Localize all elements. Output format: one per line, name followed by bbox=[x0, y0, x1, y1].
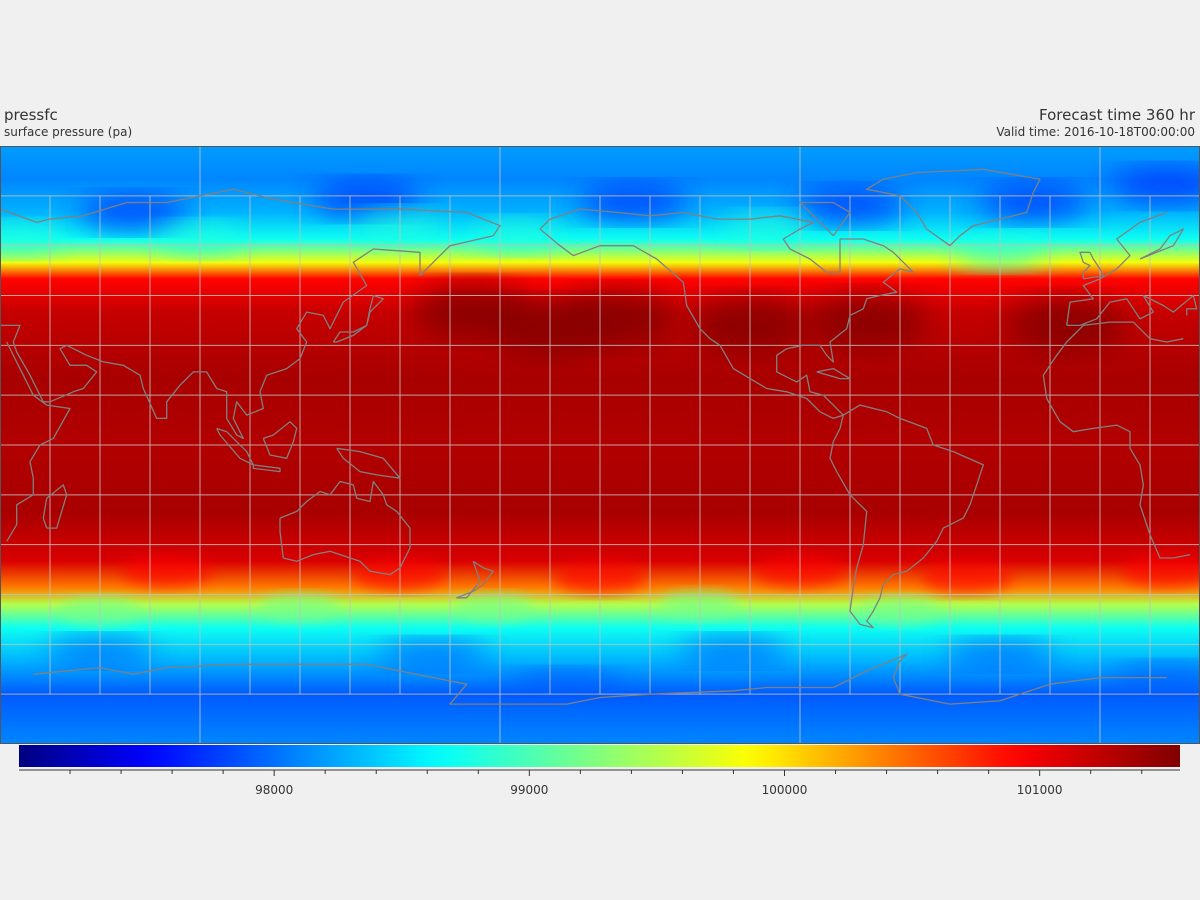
coastline-samerica bbox=[829, 404, 984, 629]
variable-name: pressfc bbox=[4, 106, 58, 124]
coastline-scandinavia_gap bbox=[1139, 228, 1184, 260]
colorbar: 98000 99000 100000 101000 bbox=[19, 745, 1180, 797]
valid-time: Valid time: 2016-10-18T00:00:00 bbox=[996, 125, 1195, 139]
coastline-antarctica bbox=[500, 653, 1167, 705]
pressure-anomaly bbox=[78, 194, 189, 231]
coastline-cuba bbox=[816, 367, 851, 380]
coastline-namerica bbox=[539, 208, 914, 420]
pressure-anomaly bbox=[511, 670, 622, 699]
colorbar-tick-label: 100000 bbox=[762, 783, 808, 797]
coastline-africa bbox=[1042, 321, 1184, 376]
colorbar-tick-label: 101000 bbox=[1017, 783, 1063, 797]
coastline-eurasia bbox=[1066, 211, 1167, 326]
coastline-africa bbox=[6, 341, 71, 542]
colorbar-tick-label: 99000 bbox=[510, 783, 548, 797]
variable-description: surface pressure (pa) bbox=[4, 125, 133, 139]
coastline-africa bbox=[1042, 375, 1191, 559]
pressure-anomaly bbox=[978, 184, 1089, 221]
pressure-anomaly bbox=[1111, 167, 1200, 204]
title-left: pressfc surface pressure (pa) bbox=[4, 106, 132, 140]
pressure-anomaly bbox=[471, 219, 562, 252]
colorbar-tick-label: 98000 bbox=[255, 783, 293, 797]
pressure-anomaly bbox=[1121, 555, 1200, 588]
coastline-australia bbox=[279, 480, 411, 576]
coastline-baffin bbox=[799, 201, 851, 237]
pressure-anomaly bbox=[678, 636, 789, 665]
coastline-newguinea bbox=[336, 447, 401, 479]
coastline-britain bbox=[1079, 251, 1104, 280]
coastline-antarctica bbox=[33, 663, 500, 705]
title-right: Forecast time 360 hr Valid time: 2016-10… bbox=[996, 106, 1195, 140]
pressure-anomaly bbox=[0, 223, 62, 256]
pressure-anomaly bbox=[578, 184, 689, 221]
coastlines bbox=[0, 168, 1198, 705]
pressure-anomalies bbox=[0, 167, 1200, 699]
pressure-map[interactable] bbox=[0, 146, 1200, 744]
coastline-greenland bbox=[866, 168, 1041, 247]
coastline-nz bbox=[456, 560, 494, 599]
pressure-anomaly bbox=[1006, 297, 1127, 354]
colorbar-ticks: 98000 99000 100000 101000 bbox=[69, 770, 1143, 797]
graticule bbox=[0, 146, 1200, 744]
pressure-anomaly bbox=[721, 213, 812, 246]
coastline-eurasia bbox=[1066, 294, 1198, 327]
coastline-japan bbox=[332, 294, 384, 343]
pressure-anomaly bbox=[311, 181, 422, 218]
colorbar-gradient bbox=[19, 745, 1180, 767]
pressure-anomaly bbox=[921, 561, 1012, 594]
pressure-anomaly bbox=[121, 555, 212, 588]
coastline-java bbox=[252, 464, 281, 473]
pressure-anomaly bbox=[378, 640, 489, 669]
forecast-time: Forecast time 360 hr bbox=[1039, 106, 1195, 124]
pressure-anomaly bbox=[806, 294, 927, 351]
coastline-madagascar bbox=[42, 484, 68, 529]
coastline-borneo bbox=[262, 421, 298, 459]
pressure-anomaly bbox=[453, 593, 534, 622]
coastline-eurasia bbox=[0, 188, 501, 440]
